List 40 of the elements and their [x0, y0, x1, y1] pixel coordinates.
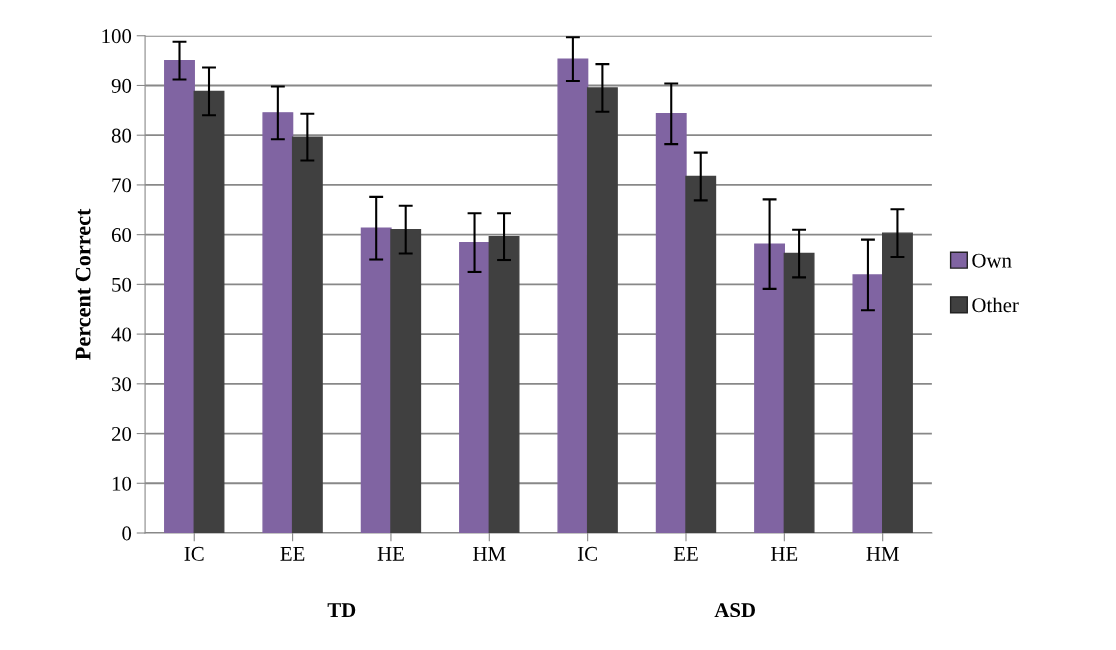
bar: [164, 59, 195, 533]
x-tick-label: EE: [280, 547, 305, 561]
bar: [881, 232, 913, 533]
bar: [783, 252, 815, 533]
x-tick-label: HM: [473, 547, 506, 561]
y-tick-label: 10: [112, 476, 132, 491]
bar: [586, 87, 618, 533]
bar: [390, 228, 422, 533]
bar: [360, 227, 392, 533]
bar: [488, 235, 520, 533]
y-tick-label: 50: [112, 277, 132, 292]
x-tick-label: HE: [771, 547, 798, 561]
bar: [685, 175, 717, 533]
y-tick-label: 40: [111, 327, 132, 342]
legend-label: Own: [972, 253, 1012, 268]
y-tick-label: 0: [122, 526, 132, 541]
bar: [291, 136, 323, 533]
y-tick-label: 80: [111, 128, 132, 143]
y-tick-label: 20: [111, 426, 132, 441]
x-tick-label: EE: [673, 547, 698, 561]
bar: [459, 241, 490, 533]
y-tick-label: 70: [112, 178, 132, 193]
y-tick-label: 90: [111, 78, 132, 93]
x-tick-label: IC: [184, 546, 204, 561]
bar: [557, 58, 589, 533]
y-axis-title: Percent Correct: [75, 208, 91, 360]
bar: [754, 243, 786, 533]
bar: [193, 90, 225, 533]
x-tick-label: IC: [577, 546, 597, 561]
x-tick-label: HM: [866, 547, 899, 561]
y-tick-label: 100: [102, 29, 132, 44]
legend-label: Other: [972, 297, 1019, 313]
text: ASD: [714, 603, 755, 618]
y-tick-label: 60: [111, 228, 132, 243]
bar: [262, 112, 294, 533]
y-tick-label: 30: [112, 377, 132, 392]
bar: [655, 113, 687, 533]
bar: [852, 274, 884, 533]
x-tick-label: HE: [377, 547, 404, 561]
text: TD: [327, 603, 356, 617]
